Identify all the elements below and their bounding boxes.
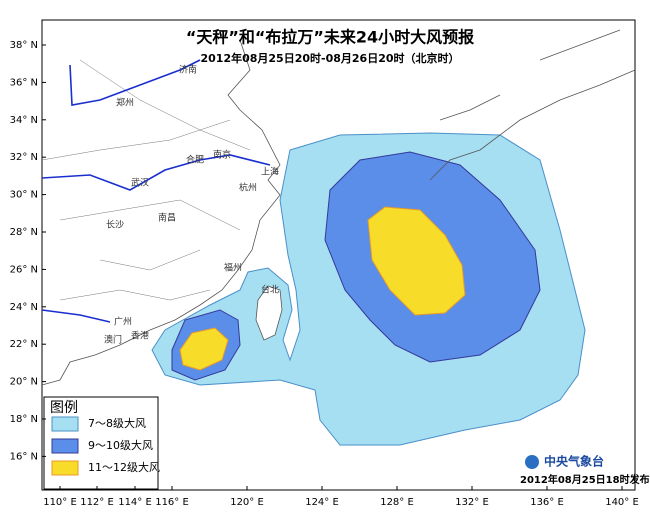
city-label: 香港 <box>131 330 149 342</box>
latitude-label: 34° N <box>10 115 38 126</box>
latitude-label: 20° N <box>10 377 38 388</box>
logo: 中央气象台 2012年08月25日18时发布 <box>520 454 650 487</box>
borders <box>41 59 251 301</box>
city-label: 澳门 <box>104 334 122 346</box>
city-label: 武汉 <box>131 177 149 189</box>
land <box>41 29 636 386</box>
city-label: 南昌 <box>158 212 176 224</box>
zone-11-12 <box>179 206 466 371</box>
city-label: 合肥 <box>186 154 204 166</box>
legend-swatch <box>51 438 79 454</box>
city-label: 济南 <box>179 64 197 76</box>
logo-text: 中央气象台 <box>544 454 604 469</box>
longitude-label: 120° E <box>230 497 264 508</box>
city-label: 广州 <box>114 316 132 328</box>
legend-title: 图例 <box>50 400 78 416</box>
city-label: 台北 <box>261 284 279 296</box>
latitude-label: 28° N <box>10 227 38 238</box>
latitude-label: 30° N <box>10 190 38 201</box>
latitude-label: 38° N <box>10 40 38 51</box>
city-label: 上海 <box>261 166 279 178</box>
latitude-label: 24° N <box>10 302 38 313</box>
latitude-label: 16° N <box>10 451 38 462</box>
legend-label: 11～12级大风 <box>88 460 160 474</box>
rivers <box>41 59 271 323</box>
legend-swatch <box>51 416 79 432</box>
zone-9-10 <box>171 151 541 381</box>
longitude-label: 114° E <box>118 497 152 508</box>
latitude-label: 36° N <box>10 77 38 88</box>
coastline <box>41 39 281 386</box>
map-title: “天秤”和“布拉万”未来24小时大风预报 <box>186 28 474 47</box>
legend-label: 7～8级大风 <box>88 416 146 430</box>
japan-coast <box>429 29 636 181</box>
latitude-label: 18° N <box>10 414 38 425</box>
latitude-label: 26° N <box>10 264 38 275</box>
city-label: 长沙 <box>106 219 124 231</box>
city-label: 福州 <box>224 262 242 274</box>
latitude-label: 22° N <box>10 339 38 350</box>
logo-icon <box>525 455 539 469</box>
legend-swatch <box>51 460 79 476</box>
longitude-label: 124° E <box>305 497 339 508</box>
longitude-label: 112° E <box>80 497 114 508</box>
longitude-label: 116° E <box>155 497 189 508</box>
issue-time: 2012年08月25日18时发布 <box>520 473 650 486</box>
taiwan <box>255 285 283 341</box>
latitude-label: 32° N <box>10 152 38 163</box>
longitude-label: 110° E <box>43 497 77 508</box>
longitude-label: 136° E <box>530 497 564 508</box>
city-label: 杭州 <box>239 182 257 194</box>
longitude-label: 140° E <box>605 497 639 508</box>
longitude-label: 128° E <box>380 497 414 508</box>
legend: 图例 7～8级大风 9～10级大风 11～12级大风 <box>43 396 160 490</box>
city-label: 南京 <box>213 149 231 161</box>
map-subtitle: 2012年08月25日20时-08月26日20时（北京时） <box>200 51 459 65</box>
legend-label: 9～10级大风 <box>88 438 153 452</box>
city-label: 郑州 <box>116 97 134 109</box>
longitude-label: 132° E <box>455 497 489 508</box>
wind-zones <box>151 132 586 446</box>
